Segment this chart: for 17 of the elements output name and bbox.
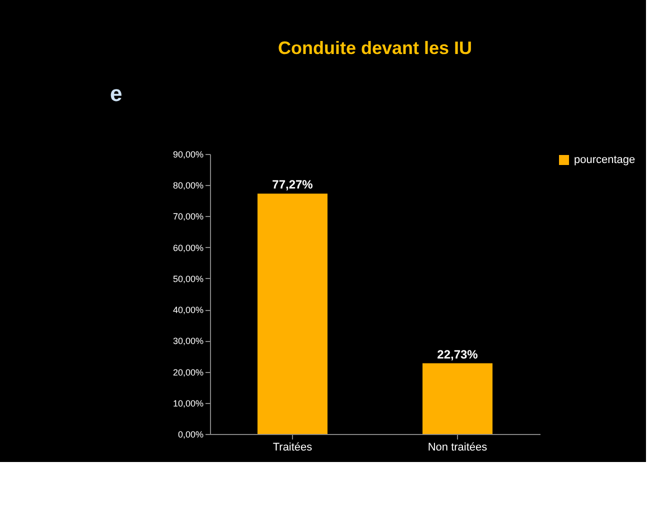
chart-title: Conduite devant les IU bbox=[278, 38, 472, 58]
y-tick-label: 30,00% bbox=[172, 336, 204, 346]
text: 77,27% bbox=[272, 178, 313, 192]
y-tick-label: 40,00% bbox=[172, 305, 204, 316]
x-tick-label: Traitées bbox=[272, 442, 313, 454]
y-tick-label: 0,00% bbox=[178, 430, 204, 440]
y-tick-label: 20,00% bbox=[172, 367, 204, 378]
legend-label: pourcentage bbox=[574, 154, 636, 166]
y-tick-label: 70,00% bbox=[172, 212, 204, 222]
y-tick-label: 60,00% bbox=[172, 242, 204, 253]
y-tick-label: 80,00% bbox=[172, 180, 204, 191]
text: e bbox=[110, 81, 122, 106]
y-tick-label: 10,00% bbox=[172, 398, 204, 408]
x-tick-label: Non traitées bbox=[428, 442, 488, 454]
y-tick-label: 50,00% bbox=[172, 274, 204, 284]
text: 22,73% bbox=[437, 347, 478, 362]
y-tick-label: 90,00% bbox=[172, 150, 204, 160]
